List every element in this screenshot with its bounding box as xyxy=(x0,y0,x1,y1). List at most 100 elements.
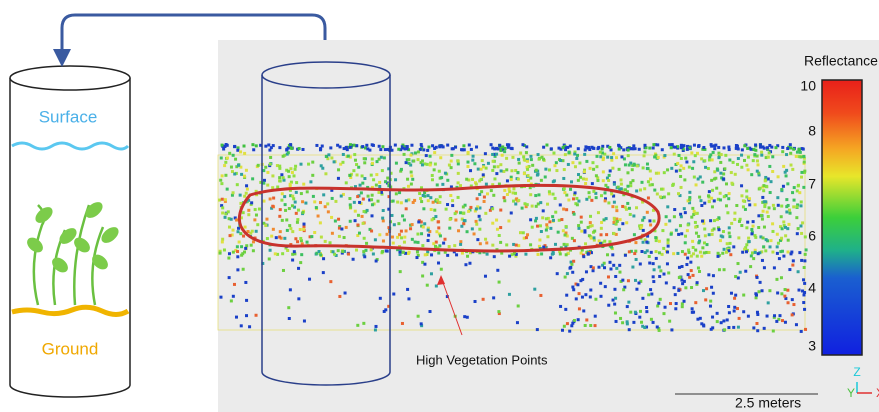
point xyxy=(681,302,684,305)
point xyxy=(691,207,694,210)
point xyxy=(451,199,454,202)
point xyxy=(266,171,269,174)
point xyxy=(437,261,440,264)
point xyxy=(526,203,529,206)
point xyxy=(545,217,548,220)
point xyxy=(556,272,559,275)
point xyxy=(401,147,404,150)
point xyxy=(236,268,239,271)
point xyxy=(609,169,612,172)
point xyxy=(723,268,726,271)
point xyxy=(319,253,322,256)
point xyxy=(707,194,710,197)
point xyxy=(432,201,435,204)
point xyxy=(311,161,314,164)
point xyxy=(514,192,517,195)
point xyxy=(272,228,275,231)
point xyxy=(788,268,791,271)
point xyxy=(577,200,580,203)
point xyxy=(652,321,655,324)
point xyxy=(454,219,457,222)
point xyxy=(409,227,412,230)
point xyxy=(433,168,436,171)
point xyxy=(353,201,356,204)
point xyxy=(294,168,297,171)
point xyxy=(239,150,242,153)
point xyxy=(728,235,731,238)
point xyxy=(773,207,776,210)
point xyxy=(236,183,239,186)
point xyxy=(524,253,527,256)
point xyxy=(243,175,246,178)
point xyxy=(438,170,441,173)
point xyxy=(677,289,680,292)
point xyxy=(503,189,506,192)
point xyxy=(377,191,380,194)
point xyxy=(572,197,575,200)
point xyxy=(491,207,494,210)
point xyxy=(692,246,695,249)
point xyxy=(608,146,611,149)
point xyxy=(575,157,578,160)
point xyxy=(382,239,385,242)
point xyxy=(585,270,588,273)
point xyxy=(688,191,691,194)
point xyxy=(253,218,256,221)
point xyxy=(683,178,686,181)
point xyxy=(745,164,748,167)
point xyxy=(564,234,567,237)
point xyxy=(673,215,676,218)
point xyxy=(662,312,665,315)
point xyxy=(243,145,246,148)
point xyxy=(758,290,761,293)
point xyxy=(406,288,409,291)
point xyxy=(734,173,737,176)
point xyxy=(608,174,611,177)
point xyxy=(244,281,247,284)
point xyxy=(667,245,670,248)
point xyxy=(536,174,539,177)
point xyxy=(756,163,759,166)
point xyxy=(757,226,760,229)
point xyxy=(761,196,764,199)
point xyxy=(694,249,697,252)
point xyxy=(322,193,325,196)
point xyxy=(692,252,695,255)
point xyxy=(780,237,783,240)
point xyxy=(268,257,271,260)
point xyxy=(349,206,352,209)
point xyxy=(355,144,358,147)
point xyxy=(595,165,598,168)
point xyxy=(795,323,798,326)
point xyxy=(551,215,554,218)
point xyxy=(384,148,387,151)
point xyxy=(800,232,803,235)
point xyxy=(286,229,289,232)
point xyxy=(743,144,746,147)
point xyxy=(233,145,236,148)
point xyxy=(621,321,624,324)
point xyxy=(401,322,404,325)
point xyxy=(394,144,397,147)
point xyxy=(468,143,471,146)
point xyxy=(421,159,424,162)
point xyxy=(284,209,287,212)
point xyxy=(269,197,272,200)
point xyxy=(631,168,634,171)
point xyxy=(542,209,545,212)
point xyxy=(735,144,738,147)
point xyxy=(539,294,542,297)
point xyxy=(356,324,359,327)
point xyxy=(579,279,582,282)
point xyxy=(485,183,488,186)
point xyxy=(496,165,499,168)
colorbar-tick-label: 10 xyxy=(800,78,816,94)
point xyxy=(324,205,327,208)
point xyxy=(493,255,496,258)
point xyxy=(605,217,608,220)
point xyxy=(381,217,384,220)
point xyxy=(778,314,781,317)
point xyxy=(345,226,348,229)
point xyxy=(777,175,780,178)
point xyxy=(582,177,585,180)
